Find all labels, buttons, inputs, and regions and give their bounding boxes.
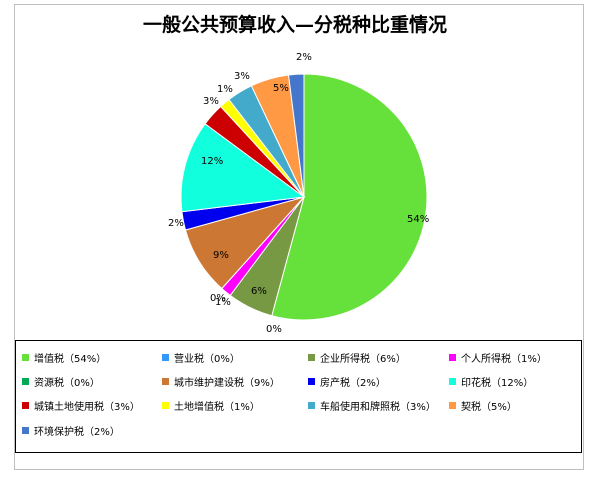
legend-label: 车船使用和牌照税（3%） (320, 402, 436, 413)
legend-swatch (22, 378, 29, 385)
legend-label: 房产税（2%） (320, 378, 386, 389)
legend-swatch (162, 402, 169, 409)
legend-label: 契税（5%） (461, 402, 517, 413)
pie-slice-13 (287, 73, 305, 198)
legend-label: 个人所得税（1%） (461, 354, 547, 365)
legend-label: 城镇土地使用税（3%） (34, 402, 140, 413)
legend-label: 环境保护税（2%） (34, 427, 120, 438)
slice-label-2: 0% (266, 324, 282, 335)
legend-swatch (308, 354, 315, 361)
slice-label-10: 1% (217, 84, 233, 95)
legend-item-12: 契税（5%） (449, 398, 517, 413)
slice-label-7: 2% (168, 218, 184, 229)
slice-label-4: 1% (215, 297, 231, 308)
pie-slice-1 (271, 73, 428, 321)
legend-swatch (22, 402, 29, 409)
chart-title: 一般公共预算收入—分税种比重情况 (142, 14, 447, 36)
legend-item-3: 企业所得税（6%） (308, 350, 406, 365)
legend-item-8: 印花税（12%） (449, 374, 533, 389)
legend-swatch (162, 354, 169, 361)
legend-item-1: 增值税（54%） (22, 350, 106, 365)
pie-slices (180, 73, 428, 321)
legend-swatch (449, 402, 456, 409)
legend-label: 企业所得税（6%） (320, 354, 406, 365)
legend-label: 资源税（0%） (34, 378, 100, 389)
legend-item-5: 资源税（0%） (22, 374, 100, 389)
pie-slice-8 (180, 123, 306, 213)
legend-item-10: 土地增值税（1%） (162, 398, 260, 413)
slice-label-11: 3% (234, 71, 250, 82)
legend-swatch (308, 378, 315, 385)
slice-label-12: 5% (273, 83, 289, 94)
legend-item-7: 房产税（2%） (308, 374, 386, 389)
legend-item-6: 城市维护建设税（9%） (162, 374, 280, 389)
legend-label: 城市维护建设税（9%） (174, 378, 280, 389)
pie-labels: 54%0%6%1%0%9%2%12%3%1%3%5%2% (168, 52, 429, 335)
legend-item-11: 车船使用和牌照税（3%） (308, 398, 436, 413)
slice-label-13: 2% (296, 52, 312, 63)
legend-label: 土地增值税（1%） (174, 402, 260, 413)
legend-swatch (308, 402, 315, 409)
slice-label-9: 3% (203, 96, 219, 107)
slice-label-3: 6% (251, 286, 267, 297)
legend: 增值税（54%） 营业税（0%） 企业所得税（6%） 个人所得税（1%） 资源税（0%）… (15, 340, 582, 453)
legend-swatch (449, 354, 456, 361)
legend-label: 印花税（12%） (461, 378, 534, 389)
legend-swatch (22, 427, 29, 434)
legend-item-13: 环境保护税（2%） (22, 423, 120, 438)
legend-item-2: 营业税（0%） (162, 350, 240, 365)
legend-swatch (449, 378, 456, 385)
legend-label: 增值税（54%） (34, 354, 107, 365)
legend-item-4: 个人所得税（1%） (449, 350, 547, 365)
slice-label-1: 54% (407, 214, 429, 225)
slice-label-5: 0% (210, 293, 226, 304)
legend-swatch (22, 354, 29, 361)
legend-item-9: 城镇土地使用税（3%） (22, 398, 140, 413)
slice-label-6: 9% (213, 250, 229, 261)
slice-label-8: 12% (201, 156, 223, 167)
legend-label: 营业税（0%） (174, 354, 240, 365)
legend-swatch (162, 378, 169, 385)
